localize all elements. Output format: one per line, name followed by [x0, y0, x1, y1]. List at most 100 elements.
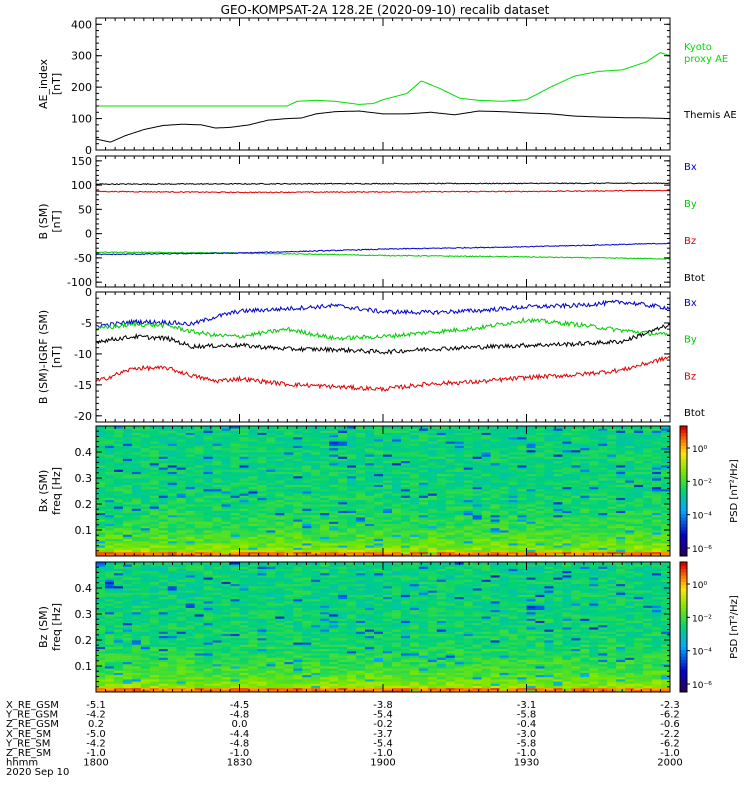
colorbar-segment	[680, 465, 687, 469]
y-tick-label: -10	[74, 348, 92, 361]
colorbar-segment	[680, 527, 687, 531]
y-tick-label: -15	[74, 379, 92, 392]
y-tick-label: -20	[74, 410, 92, 423]
y-axis-label: AE_index	[37, 58, 50, 109]
x-axis	[96, 156, 670, 287]
colorbar-segment	[680, 543, 687, 547]
series-line	[96, 53, 670, 106]
colorbar-segment	[680, 530, 687, 534]
y-axis-label: B (SM)	[37, 203, 50, 239]
y-tick-label: 400	[71, 18, 92, 31]
colorbar-segment	[680, 459, 687, 463]
legend-entry: Themis AE	[683, 110, 737, 121]
colorbar-segment	[680, 472, 687, 476]
y-axis-unit: [nT]	[50, 346, 63, 368]
colorbar-segment	[680, 524, 687, 528]
legend-entry: proxy AE	[684, 54, 728, 65]
y-tick-label: 150	[71, 155, 92, 168]
spectrogram	[96, 426, 670, 556]
figure-title: GEO-KOMPSAT-2A 128.2E (2020-09-10) recal…	[221, 3, 550, 17]
panel-frame	[96, 18, 670, 150]
legend-entry: Bz	[684, 371, 696, 382]
y-axis-label: Bx (SM)	[37, 470, 50, 513]
y-tick-label: 100	[71, 179, 92, 192]
y-axis-unit: [nT]	[50, 210, 63, 232]
y-axis-unit: freq [Hz]	[50, 467, 63, 515]
legend-entry: By	[684, 335, 697, 346]
colorbar-segment	[680, 504, 687, 508]
colorbar-segment	[680, 511, 687, 515]
series-group	[96, 53, 670, 142]
legend-entry: Btot	[684, 408, 705, 419]
colorbar-segment	[680, 446, 687, 450]
series-group	[96, 183, 670, 260]
colorbar-segment	[680, 488, 687, 492]
colorbar-segment	[680, 452, 687, 456]
colorbar-tick-label: 10⁻²	[692, 478, 712, 488]
series-line	[96, 300, 670, 327]
colorbar-segment	[680, 462, 687, 466]
y-axis-label: B (SM)-IGRF (SM)	[37, 310, 50, 404]
colorbar-segment	[680, 537, 687, 541]
y-tick-label: 0.4	[75, 446, 93, 459]
panel-frame	[96, 292, 670, 422]
colorbar-segment	[680, 455, 687, 459]
colorbar-segment	[680, 491, 687, 495]
series-group	[96, 300, 670, 391]
colorbar-segment	[680, 468, 687, 472]
colorbar-tick-label: 10⁰	[692, 445, 707, 455]
panel-3: Bx By Bz Btot -20 -15 -10 -5 0 B (SM)-IGRF (SM)[n…	[37, 286, 705, 423]
colorbar-segment	[680, 550, 687, 554]
y-tick-label: 300	[71, 50, 92, 63]
colorbar-segment	[680, 533, 687, 537]
colorbar-segment	[680, 507, 687, 511]
legend-entry: Kyoto	[684, 42, 712, 53]
colorbar-segment	[680, 433, 687, 437]
spectrogram	[96, 562, 670, 692]
y-tick-label: 0	[85, 228, 92, 241]
y-tick-label: 50	[78, 203, 92, 216]
y-tick-label: 200	[71, 81, 92, 94]
series-line	[96, 318, 670, 340]
legend-entry: Bx	[684, 298, 697, 309]
colorbar-segment	[680, 517, 687, 521]
series-line	[96, 357, 670, 391]
legend: Bx By Bz Btot	[684, 298, 705, 419]
colorbar-segment	[680, 485, 687, 489]
colorbar-segment	[680, 494, 687, 498]
y-tick-label: 0	[85, 286, 92, 299]
colorbar-segment	[680, 439, 687, 443]
colorbar-segment	[680, 429, 687, 433]
y-tick-label: -5	[81, 317, 92, 330]
legend-entry: Bz	[684, 236, 696, 247]
x-axis	[96, 18, 670, 150]
colorbar-tick-label: 10⁻⁴	[692, 512, 712, 522]
legend-entry: By	[684, 199, 697, 210]
colorbar-segment	[680, 501, 687, 505]
colorbar-segment	[680, 449, 687, 453]
colorbar: 10⁰ 10⁻² 10⁻⁴ 10⁻⁶ PSD [nT²/Hz]	[680, 426, 740, 557]
y-axis: -20 -15 -10 -5 0	[74, 286, 670, 423]
colorbar-tick-label: 10⁻⁶	[692, 545, 712, 555]
y-tick-label: 0.1	[75, 524, 93, 537]
colorbar-segment	[680, 475, 687, 479]
legend-entry: Bx	[684, 162, 697, 173]
y-tick-label: 100	[71, 113, 92, 126]
x-axis	[96, 292, 670, 422]
y-tick-label: 0.3	[75, 472, 93, 485]
colorbar-segment	[680, 426, 687, 430]
y-axis-unit: [nT]	[50, 73, 63, 95]
y-tick-label: -50	[74, 252, 92, 265]
series-line	[96, 243, 670, 255]
colorbar-label: PSD [nT²/Hz]	[729, 459, 740, 523]
series-line	[96, 183, 670, 185]
